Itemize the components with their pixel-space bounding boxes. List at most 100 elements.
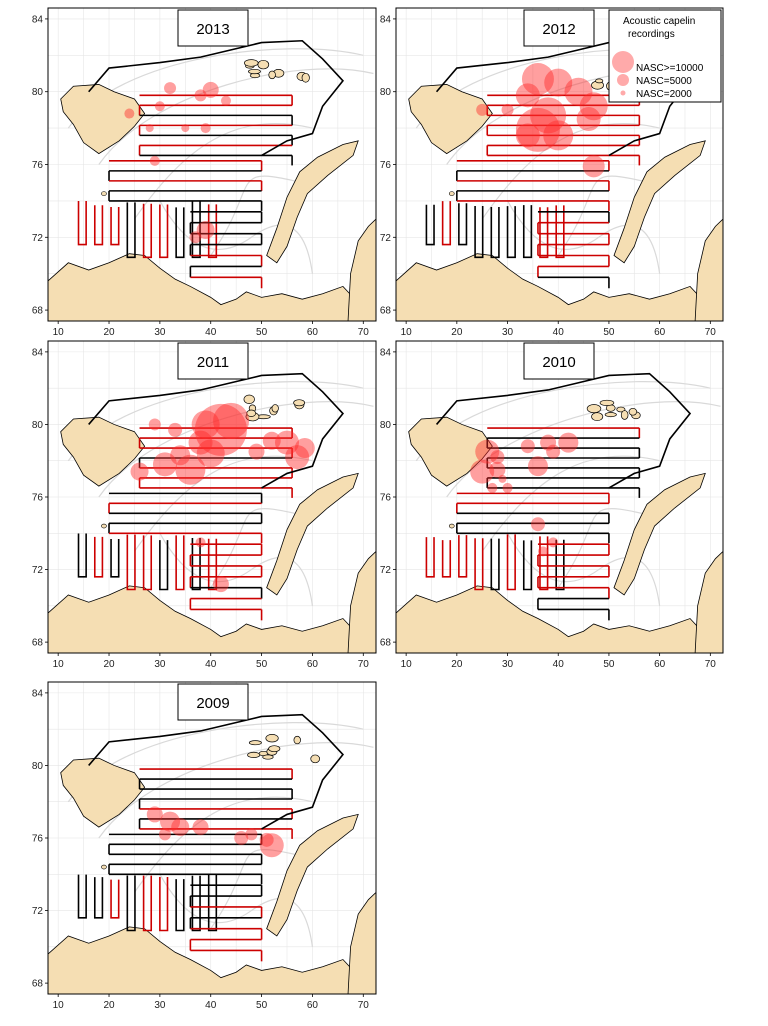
land-mainland — [396, 585, 723, 653]
year-label: 2013 — [196, 21, 229, 38]
transect-segment — [474, 205, 484, 259]
legend-item: NASC>=10000 — [636, 63, 704, 74]
year-label-box — [177, 683, 249, 721]
land-franz-josef-island — [595, 78, 604, 84]
y-tick-label: 68 — [380, 638, 392, 649]
x-tick-label: 60 — [307, 327, 319, 338]
transect-segment — [441, 201, 452, 246]
capelin-bubble — [501, 103, 514, 116]
capelin-bubble — [544, 68, 573, 97]
year-label-box — [523, 9, 595, 47]
x-tick-label: 60 — [307, 1000, 319, 1011]
capelin-bubble — [149, 155, 160, 166]
map-panel-2013: 10 20 30 40 50 60 70 68 72 76 80 84 2013 — [32, 7, 377, 338]
panel-content — [48, 341, 376, 653]
transect-segment — [555, 205, 565, 259]
transect-segment — [93, 205, 104, 246]
x-tick-label: 30 — [154, 1000, 166, 1011]
x-tick-label: 10 — [53, 659, 65, 670]
capelin-bubble — [220, 95, 231, 106]
x-tick-label: 10 — [401, 327, 413, 338]
capelin-bubble — [582, 155, 605, 178]
y-tick-label: 84 — [32, 14, 44, 25]
capelin-bubble — [171, 818, 190, 837]
depth-contour — [557, 508, 650, 589]
x-tick-label: 50 — [603, 327, 615, 338]
x-tick-label: 50 — [603, 659, 615, 670]
capelin-bubble — [275, 430, 300, 455]
land-yamal — [694, 218, 723, 321]
depth-contour — [557, 175, 650, 256]
capelin-bubble — [475, 439, 500, 464]
survey-transects — [425, 39, 692, 289]
land-novaya-zemlya — [613, 472, 706, 596]
capelin-bubble — [213, 402, 250, 439]
land-yamal — [694, 550, 723, 653]
capelin-bubble — [192, 819, 209, 836]
land-svalbard — [60, 84, 146, 155]
land-franz-josef-island — [293, 735, 301, 745]
survey-boundary — [88, 372, 345, 489]
land-franz-josef-island — [310, 754, 320, 764]
transect-segment — [110, 879, 120, 919]
land-novaya-zemlya — [613, 140, 706, 264]
capelin-bubble — [212, 576, 229, 593]
legend-item: NASC=2000 — [636, 89, 692, 100]
land-bear-island — [448, 523, 455, 529]
transect-segment — [175, 879, 185, 932]
land-novaya-zemlya — [266, 813, 359, 937]
land-franz-josef-island — [246, 409, 257, 417]
survey-transects — [77, 713, 345, 962]
land-franz-josef-island — [586, 404, 602, 414]
land-novaya-zemlya — [266, 472, 359, 596]
depth-contour — [98, 742, 374, 839]
capelin-bubble — [515, 83, 540, 108]
land-mainland — [48, 253, 376, 321]
x-tick-label: 30 — [502, 327, 514, 338]
legend-item: NASC=5000 — [636, 76, 692, 87]
capelin-bubble — [148, 418, 161, 431]
capelin-bubble — [170, 445, 191, 466]
x-tick-label: 40 — [553, 659, 565, 670]
land-franz-josef-island — [248, 68, 261, 75]
transect-segment — [175, 535, 185, 591]
transect-segment — [441, 540, 452, 578]
capelin-bubble — [234, 831, 249, 845]
land-bear-island — [101, 191, 107, 196]
transect-segment — [425, 204, 435, 246]
land-yamal — [347, 550, 376, 653]
year-label: 2011 — [197, 354, 229, 371]
depth-contour — [210, 175, 303, 256]
capelin-bubble — [259, 833, 284, 858]
capelin-bubble — [152, 452, 177, 477]
depth-contour — [133, 122, 313, 220]
transect-segment — [191, 201, 201, 259]
x-tick-label: 30 — [502, 659, 514, 670]
capelin-bubble — [145, 124, 154, 133]
x-tick-label: 20 — [103, 327, 115, 338]
y-tick-label: 68 — [32, 979, 44, 990]
capelin-bubble — [285, 445, 310, 470]
capelin-recordings — [124, 81, 231, 244]
transect-segment — [77, 533, 87, 578]
transect-segment — [522, 540, 533, 591]
land-franz-josef-island — [257, 59, 270, 70]
land-franz-josef-island — [591, 412, 604, 422]
capelin-bubble — [245, 828, 258, 841]
y-tick-label: 84 — [32, 347, 44, 358]
legend-box — [608, 9, 722, 103]
x-tick-label: 20 — [103, 1000, 115, 1011]
capelin-bubble — [194, 89, 207, 102]
x-tick-label: 50 — [256, 1000, 268, 1011]
panel-content — [396, 8, 723, 321]
survey-transects — [77, 39, 345, 289]
land-yamal — [347, 891, 376, 994]
land-franz-josef-island — [599, 399, 615, 406]
transect-segment — [191, 875, 201, 932]
transect-segment — [142, 875, 153, 932]
transect-segment — [142, 535, 153, 591]
land-franz-josef-island — [247, 751, 261, 758]
map-panel-2009: 10 20 30 40 50 60 70 68 72 76 80 84 2009 — [32, 681, 377, 1011]
capelin-bubble — [576, 107, 601, 132]
transect-segment — [93, 536, 104, 578]
